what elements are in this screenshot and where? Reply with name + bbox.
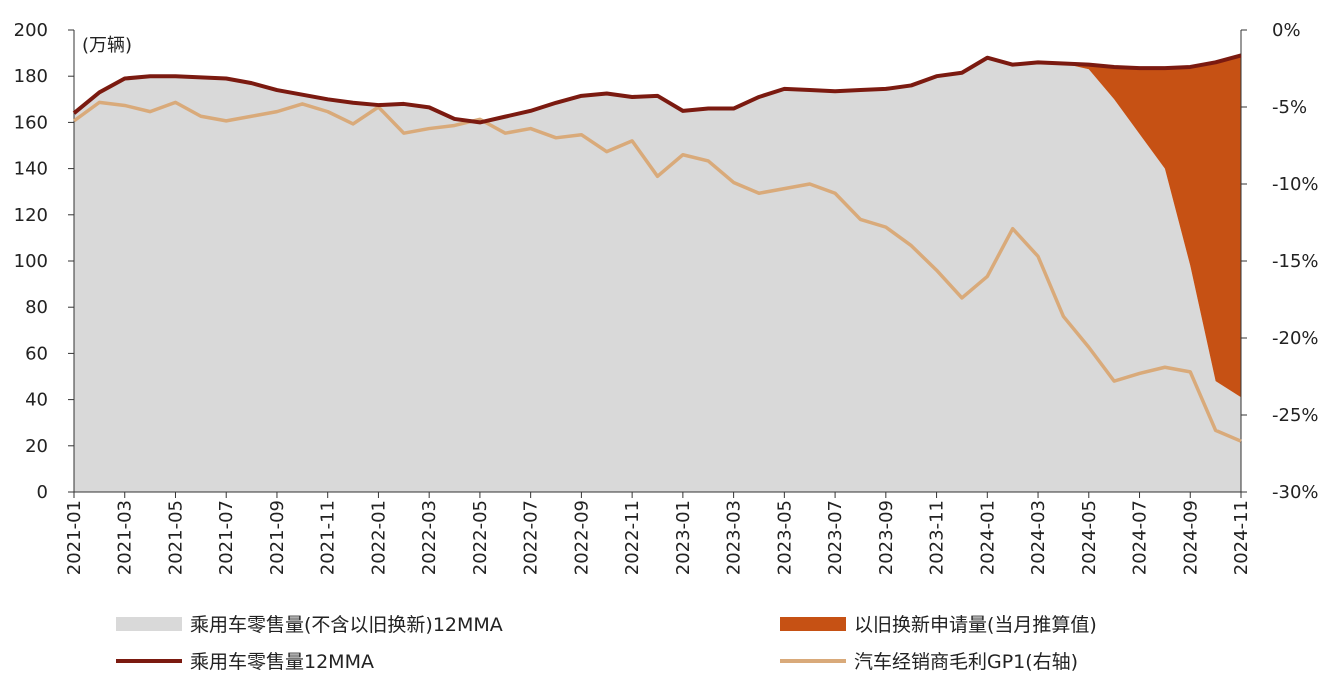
left-tick-label: 60 <box>25 343 48 364</box>
right-tick-label: -25% <box>1272 405 1319 426</box>
legend: 乘用车零售量(不含以旧换新)12MMA 以旧换新申请量(当月推算值) 乘用车零售… <box>116 614 1097 673</box>
left-tick-label: 200 <box>14 20 48 41</box>
x-tick-label: 2022-09 <box>571 500 592 575</box>
x-tick-label: 2024-11 <box>1231 500 1252 575</box>
x-tick-label: 2023-01 <box>673 500 694 575</box>
line-layer <box>72 53 1242 443</box>
x-tick-label: 2022-05 <box>470 500 491 575</box>
left-tick-label: 160 <box>14 112 48 133</box>
x-tick-label: 2021-11 <box>318 500 339 575</box>
left-tick-label: 40 <box>25 390 48 411</box>
x-tick-label: 2024-03 <box>1028 500 1049 575</box>
x-tick-label: 2022-11 <box>622 500 643 575</box>
legend-item-retail-12mma: 乘用车零售量12MMA <box>116 651 374 673</box>
x-tick-label: 2023-09 <box>876 500 897 575</box>
left-tick-label: 100 <box>14 251 48 272</box>
left-axis-ticks: 0 20 40 60 80 100 120 140 160 180 200 <box>14 20 74 503</box>
legend-label-tradein-applications: 以旧换新申请量(当月推算值) <box>854 614 1097 636</box>
right-axis-ticks: 0% -5% -10% -15% -20% -25% -30% <box>1241 20 1319 503</box>
right-tick-label: 0% <box>1272 20 1301 41</box>
x-tick-label: 2023-07 <box>825 500 846 575</box>
left-tick-label: 80 <box>25 297 48 318</box>
x-tick-label: 2021-07 <box>216 500 237 575</box>
left-tick-label: 120 <box>14 205 48 226</box>
legend-item-tradein-applications: 以旧换新申请量(当月推算值) <box>780 614 1097 636</box>
left-tick-label: 180 <box>14 66 48 87</box>
x-tick-label: 2023-03 <box>724 500 745 575</box>
x-tick-label: 2022-07 <box>521 500 542 575</box>
x-tick-label: 2021-01 <box>64 500 85 575</box>
legend-label-retail-12mma: 乘用车零售量12MMA <box>190 651 374 673</box>
x-tick-label: 2024-05 <box>1079 500 1100 575</box>
left-tick-label: 140 <box>14 159 48 180</box>
right-tick-label: -30% <box>1272 482 1319 503</box>
x-tick-label: 2021-03 <box>115 500 136 575</box>
x-tick-label: 2024-01 <box>977 500 998 575</box>
area-layer <box>74 55 1241 492</box>
x-tick-label: 2021-05 <box>165 500 186 575</box>
legend-item-retail-ex-tradein: 乘用车零售量(不含以旧换新)12MMA <box>116 614 503 636</box>
x-tick-label: 2021-09 <box>267 500 288 575</box>
area-retail-ex-tradein <box>74 57 1241 492</box>
line-dealer-gp1 <box>72 100 1242 443</box>
area-tradein-applications <box>74 55 1241 398</box>
x-tick-label: 2022-01 <box>368 500 389 575</box>
x-tick-label: 2023-05 <box>774 500 795 575</box>
x-axis-ticks: 2021-01 2021-03 2021-05 2021-07 2021-09 2021-… <box>64 492 1252 575</box>
x-tick-label: 2023-11 <box>927 500 948 575</box>
legend-label-retail-ex-tradein: 乘用车零售量(不含以旧换新)12MMA <box>190 614 503 636</box>
right-tick-label: -5% <box>1272 97 1307 118</box>
x-tick-label: 2024-07 <box>1130 500 1151 575</box>
right-tick-label: -15% <box>1272 251 1319 272</box>
legend-swatch-tradein-applications <box>780 617 846 631</box>
right-tick-label: -20% <box>1272 328 1319 349</box>
line-retail-12mma <box>72 53 1242 125</box>
left-tick-label: 20 <box>25 436 48 457</box>
legend-item-dealer-gp1: 汽车经销商毛利GP1(右轴) <box>780 651 1078 673</box>
legend-swatch-retail-ex-tradein <box>116 617 182 631</box>
left-tick-label: 0 <box>37 482 48 503</box>
x-tick-label: 2024-09 <box>1180 500 1201 575</box>
x-tick-label: 2022-03 <box>419 500 440 575</box>
y-axis-unit-label: (万辆) <box>82 35 132 56</box>
right-tick-label: -10% <box>1272 174 1319 195</box>
legend-label-dealer-gp1: 汽车经销商毛利GP1(右轴) <box>854 651 1078 673</box>
